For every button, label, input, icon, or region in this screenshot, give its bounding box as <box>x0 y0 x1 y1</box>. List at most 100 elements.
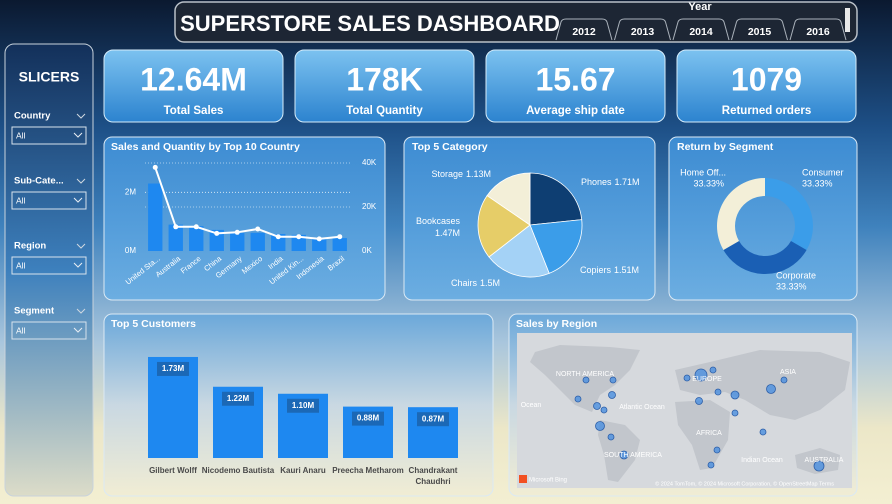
scroll-indicator <box>845 8 850 32</box>
bing-logo <box>519 475 527 483</box>
donut-category: Consumer <box>802 167 844 177</box>
kpi-label: Total Quantity <box>346 105 423 117</box>
x-tick-label: Nicodemo Bautista <box>201 466 275 475</box>
year-tab[interactable] <box>555 18 613 41</box>
pie-label: Copiers 1.51M <box>580 265 639 275</box>
kpi-card <box>103 49 284 123</box>
kpi-value: 15.67 <box>535 61 615 97</box>
value-label: 0.88M <box>357 414 380 423</box>
year-tab-label[interactable]: 2012 <box>572 26 596 38</box>
map-bubble <box>600 406 608 414</box>
kpi-card <box>485 49 666 123</box>
map-bubble <box>607 433 615 441</box>
slicer-dropdown[interactable] <box>11 126 87 145</box>
pie-value: 1.5M <box>480 278 500 288</box>
line-point <box>316 236 322 242</box>
value-label: 1.22M <box>227 394 250 403</box>
bar <box>168 224 183 251</box>
map-bubble <box>759 428 767 436</box>
map-logo: Microsoft Bing <box>529 478 567 484</box>
map-bubble <box>730 390 740 400</box>
slicer-title: SLICERS <box>19 69 80 85</box>
line-point <box>152 164 158 170</box>
value-label-box <box>222 391 254 406</box>
map-bubble <box>709 366 717 374</box>
kpi-label: Returned orders <box>722 105 811 117</box>
line-point <box>193 224 199 230</box>
pie-label: Storage 1.13M <box>431 169 491 179</box>
donut-slice <box>723 241 807 274</box>
pie-category: Storage <box>431 169 463 179</box>
pie-label: Phones 1.71M <box>581 177 640 187</box>
slicer-dropdown[interactable] <box>11 256 87 275</box>
map-label: SOUTH AMERICA <box>604 452 662 459</box>
map-bubble <box>766 384 776 394</box>
x-tick-label: Preecha Metharom <box>332 466 404 475</box>
pie-slice <box>488 224 550 278</box>
chart-title: Sales and Quantity by Top 10 Country <box>111 141 300 153</box>
x-tick-label: Gilbert Wolff <box>149 466 197 475</box>
map-bubble <box>609 376 617 384</box>
slicer-value[interactable]: All <box>16 195 26 205</box>
y2-tick-label: 0K <box>362 246 372 255</box>
line-point <box>275 234 281 240</box>
donut-category: Corporate <box>776 270 816 280</box>
year-tab[interactable] <box>789 18 847 41</box>
map-bubble <box>731 409 739 417</box>
slicer-dropdown[interactable] <box>11 191 87 210</box>
land <box>675 350 850 420</box>
slicer-value[interactable]: All <box>16 325 26 335</box>
bar <box>209 229 224 251</box>
year-tab[interactable] <box>614 18 671 41</box>
map-bubble <box>780 376 788 384</box>
chart-title: Sales by Region <box>516 318 597 330</box>
dropdown-chevron <box>73 132 83 138</box>
year-tab-label[interactable]: 2014 <box>689 26 713 38</box>
year-tab[interactable] <box>731 18 788 41</box>
donut-value: 33.33% <box>802 178 833 188</box>
year-tab-label[interactable]: 2016 <box>806 26 830 38</box>
year-label: Year <box>688 1 712 13</box>
y-tick-label: 2M <box>125 187 136 196</box>
map-label: EUROPE <box>692 376 722 383</box>
map-bubble <box>683 374 691 382</box>
year-tab[interactable] <box>672 18 730 41</box>
line-point <box>296 234 302 240</box>
map-bubble <box>707 461 715 469</box>
map-label: Atlantic Ocean <box>619 404 665 411</box>
map-bubble <box>813 460 825 472</box>
slicer-value[interactable]: All <box>16 260 26 270</box>
segment-card <box>668 136 858 301</box>
donut-slice <box>765 178 814 250</box>
map-bubble <box>595 421 605 431</box>
line-point <box>255 226 261 232</box>
pie-value: 1.13M <box>466 169 491 179</box>
bar <box>271 233 286 251</box>
line-point <box>234 229 240 235</box>
slicer-dropdown[interactable] <box>11 321 87 340</box>
donut-value: 33.33% <box>776 281 807 291</box>
bar <box>312 238 327 251</box>
year-tab-label[interactable]: 2013 <box>631 26 655 38</box>
country-card <box>103 136 386 301</box>
kpi-card <box>294 49 475 123</box>
slicer-value[interactable]: All <box>16 130 26 140</box>
map-attribution: © 2024 TomTom, © 2024 Microsoft Corporat… <box>655 480 834 487</box>
line <box>154 167 340 240</box>
pie-value: 1.51M <box>614 265 639 275</box>
slicer-chevron <box>76 243 86 249</box>
dropdown-chevron <box>73 197 83 203</box>
bar <box>332 238 347 251</box>
year-tab-label[interactable]: 2015 <box>748 26 772 38</box>
kpi-card <box>676 49 857 123</box>
map-label: ASIA <box>780 369 796 376</box>
pie-slice <box>529 219 583 274</box>
bar <box>148 183 163 251</box>
map <box>517 333 852 488</box>
value-label-box <box>417 412 449 427</box>
line-point <box>173 224 179 230</box>
dropdown-chevron <box>73 262 83 268</box>
value-label: 0.87M <box>422 414 445 423</box>
bar <box>230 232 245 251</box>
